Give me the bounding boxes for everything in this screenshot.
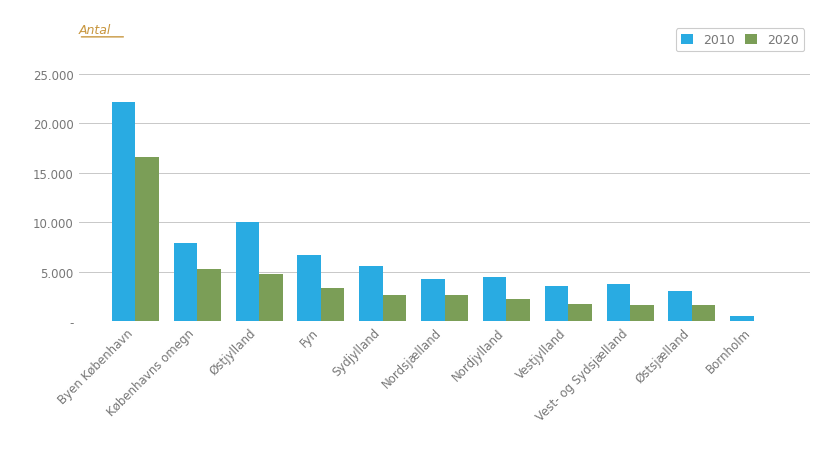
Bar	[606, 285, 630, 321]
Bar	[545, 287, 568, 321]
Bar	[568, 304, 591, 321]
Bar	[359, 266, 383, 321]
Bar	[112, 102, 136, 321]
Bar	[668, 292, 692, 321]
Bar	[383, 296, 406, 321]
Bar	[236, 223, 259, 321]
Bar	[197, 269, 221, 321]
Bar	[506, 300, 530, 321]
Bar	[298, 255, 321, 321]
Bar	[730, 316, 753, 321]
Bar	[421, 279, 444, 321]
Bar	[321, 289, 344, 321]
Bar	[444, 296, 468, 321]
Bar	[174, 243, 197, 321]
Bar	[483, 277, 506, 321]
Bar	[259, 274, 283, 321]
Bar	[136, 157, 159, 321]
Text: Antal: Antal	[79, 23, 111, 36]
Legend: 2010, 2020: 2010, 2020	[676, 29, 804, 52]
Bar	[630, 306, 653, 321]
Bar	[692, 306, 715, 321]
